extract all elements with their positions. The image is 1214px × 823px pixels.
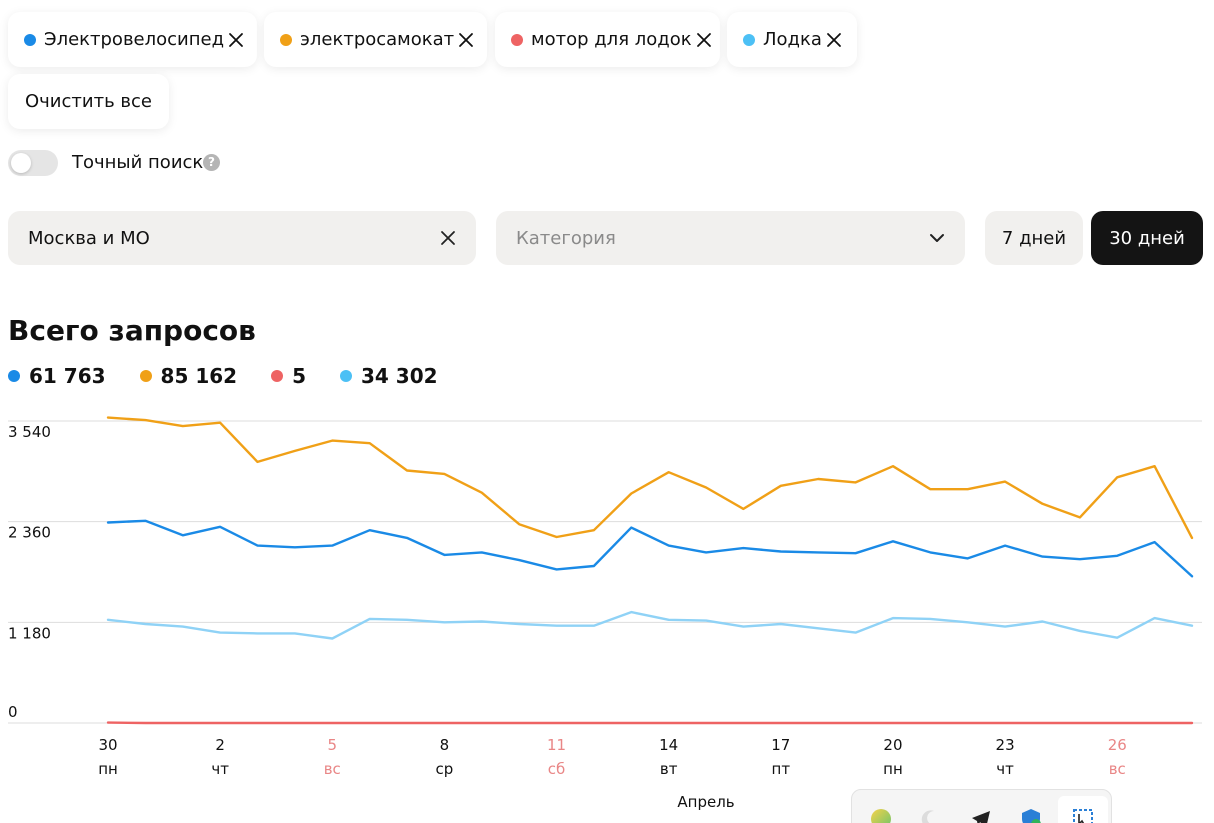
filter-chip[interactable]: Лодка bbox=[727, 12, 857, 67]
shield-check-icon[interactable] bbox=[1020, 808, 1042, 823]
telegram-icon[interactable] bbox=[970, 808, 992, 823]
series-color-dot bbox=[271, 370, 284, 382]
help-icon[interactable]: ? bbox=[203, 154, 220, 171]
series-color-dot bbox=[139, 370, 152, 382]
total-item: 34 302 bbox=[340, 364, 438, 388]
toggle-knob bbox=[11, 153, 31, 173]
region-field[interactable]: Москва и МО bbox=[8, 211, 476, 265]
x-tick-day: 2 bbox=[215, 736, 225, 754]
x-tick-day: 11 bbox=[547, 736, 566, 754]
x-tick-day: 26 bbox=[1108, 736, 1127, 754]
x-tick-day: 30 bbox=[98, 736, 117, 754]
x-tick-weekday: вс bbox=[1109, 760, 1126, 778]
total-value: 61 763 bbox=[29, 364, 106, 388]
x-tick-day: 20 bbox=[883, 736, 902, 754]
clear-all-button[interactable]: Очистить все bbox=[8, 74, 169, 129]
x-tick-weekday: вт bbox=[660, 760, 678, 778]
color-ball-icon[interactable] bbox=[870, 808, 892, 823]
period-30-days-button[interactable]: 30 дней bbox=[1091, 211, 1203, 265]
chip-label: мотор для лодок bbox=[531, 29, 692, 50]
total-value: 5 bbox=[292, 364, 307, 388]
total-item: 61 763 bbox=[8, 364, 106, 388]
x-tick-weekday: вс bbox=[324, 760, 341, 778]
filter-chip[interactable]: мотор для лодок bbox=[495, 12, 720, 67]
x-tick-day: 5 bbox=[328, 736, 338, 754]
category-placeholder: Категория bbox=[516, 227, 616, 249]
x-tick-weekday: пн bbox=[883, 760, 903, 778]
total-value: 85 162 bbox=[160, 364, 238, 388]
moon-icon[interactable] bbox=[920, 808, 942, 823]
remove-chip-icon[interactable] bbox=[696, 32, 712, 48]
chip-label: Электровелосипед bbox=[44, 29, 225, 50]
chip-color-dot bbox=[24, 33, 36, 46]
region-value: Москва и МО bbox=[28, 227, 150, 249]
filter-chip[interactable]: электросамокат bbox=[264, 12, 487, 67]
x-tick-weekday: ср bbox=[436, 760, 454, 778]
active-tray-slot[interactable] bbox=[1058, 796, 1108, 823]
series-line-3 bbox=[106, 610, 1194, 640]
x-tick-weekday: чт bbox=[996, 760, 1014, 778]
remove-chip-icon[interactable] bbox=[228, 32, 244, 48]
y-tick-label: 3 540 bbox=[8, 423, 51, 441]
exact-search-toggle[interactable] bbox=[8, 150, 58, 176]
totals-legend: 61 763 85 162 5 34 302 bbox=[8, 364, 472, 388]
requests-line-chart: 3 540 2 360 1 180 0 30 пн 2 чт 5 вс 8 ср 11 сб 14 вт 17 п… bbox=[8, 416, 1202, 811]
chip-color-dot bbox=[280, 33, 292, 46]
x-tick-day: 14 bbox=[659, 736, 678, 754]
chip-color-dot bbox=[511, 33, 523, 46]
chip-label: Лодка bbox=[763, 29, 822, 50]
x-tick-weekday: пт bbox=[772, 760, 791, 778]
remove-chip-icon[interactable] bbox=[826, 32, 842, 48]
x-tick-day: 23 bbox=[996, 736, 1015, 754]
clear-region-icon[interactable] bbox=[440, 230, 456, 246]
chip-label: электросамокат bbox=[300, 29, 455, 50]
series-color-dot bbox=[340, 370, 353, 382]
total-item: 85 162 bbox=[139, 364, 238, 388]
exact-search-label: Точный поиск bbox=[72, 152, 204, 173]
screenshot-tool-icon bbox=[1073, 809, 1093, 823]
x-tick-weekday: пн bbox=[98, 760, 118, 778]
total-item: 5 bbox=[271, 364, 306, 388]
section-title: Всего запросов bbox=[8, 314, 256, 347]
period-7-days-button[interactable]: 7 дней bbox=[985, 211, 1083, 265]
x-axis-label: Апрель bbox=[677, 793, 734, 811]
category-select[interactable]: Категория bbox=[496, 211, 965, 265]
total-value: 34 302 bbox=[361, 364, 438, 388]
x-tick-weekday: чт bbox=[211, 760, 229, 778]
series-color-dot bbox=[8, 370, 20, 382]
chip-color-dot bbox=[743, 33, 755, 46]
series-line-1 bbox=[106, 416, 1194, 540]
remove-chip-icon[interactable] bbox=[458, 32, 474, 48]
x-tick-weekday: сб bbox=[548, 760, 566, 778]
y-tick-label: 2 360 bbox=[8, 524, 51, 542]
y-tick-label: 1 180 bbox=[8, 624, 51, 642]
system-tray bbox=[851, 789, 1112, 823]
filter-chip[interactable]: Электровелосипед bbox=[8, 12, 257, 67]
x-tick-day: 8 bbox=[440, 736, 450, 754]
y-tick-label: 0 bbox=[8, 703, 18, 721]
chevron-down-icon bbox=[929, 233, 945, 243]
x-tick-day: 17 bbox=[771, 736, 790, 754]
series-line-0 bbox=[106, 519, 1194, 578]
